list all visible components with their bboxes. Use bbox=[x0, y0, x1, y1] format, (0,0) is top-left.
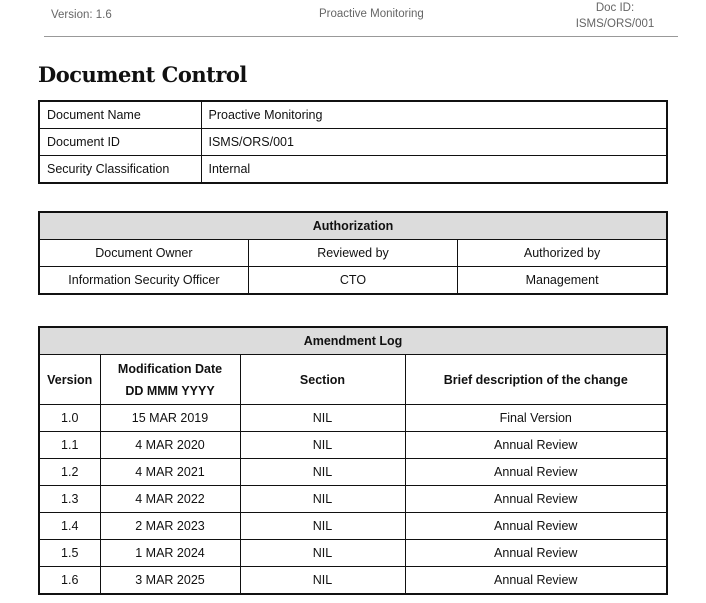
version-cell: 1.0 bbox=[38, 404, 101, 432]
col-section: Section bbox=[239, 354, 406, 405]
table-row: 1.2 4 MAR 2021 NIL Annual Review bbox=[38, 458, 668, 486]
document-info-table: Document Name Proactive Monitoring Documen… bbox=[38, 100, 668, 184]
info-value: Internal bbox=[200, 155, 668, 184]
col-description: Brief description of the change bbox=[404, 354, 668, 405]
amendment-log-table: Amendment Log Version Modification Date … bbox=[38, 326, 668, 595]
version-cell: 1.4 bbox=[38, 512, 101, 540]
section-cell: NIL bbox=[239, 566, 406, 595]
auth-header: Authorized by bbox=[457, 239, 668, 267]
description-cell: Annual Review bbox=[404, 431, 668, 459]
date-cell: 4 MAR 2022 bbox=[99, 485, 241, 513]
table-row: 1.3 4 MAR 2022 NIL Annual Review bbox=[38, 485, 668, 513]
section-cell: NIL bbox=[239, 485, 406, 513]
col-modification-date: Modification Date DD MMM YYYY bbox=[99, 354, 241, 405]
table-row: 1.1 4 MAR 2020 NIL Annual Review bbox=[38, 431, 668, 459]
table-row: 1.5 1 MAR 2024 NIL Annual Review bbox=[38, 539, 668, 567]
authorization-title: Authorization bbox=[38, 211, 668, 240]
description-cell: Annual Review bbox=[404, 539, 668, 567]
auth-header: Document Owner bbox=[38, 239, 249, 267]
description-cell: Annual Review bbox=[404, 566, 668, 595]
table-row: 1.0 15 MAR 2019 NIL Final Version bbox=[38, 404, 668, 432]
date-cell: 2 MAR 2023 bbox=[99, 512, 241, 540]
col-version: Version bbox=[38, 354, 101, 405]
version-cell: 1.2 bbox=[38, 458, 101, 486]
info-label: Document Name bbox=[38, 100, 202, 129]
description-cell: Annual Review bbox=[404, 458, 668, 486]
date-cell: 15 MAR 2019 bbox=[99, 404, 241, 432]
description-cell: Annual Review bbox=[404, 512, 668, 540]
date-cell: 3 MAR 2025 bbox=[99, 566, 241, 595]
info-row: Security Classification Internal bbox=[38, 155, 668, 184]
info-value: Proactive Monitoring bbox=[200, 100, 668, 129]
doc-id-value: ISMS/ORS/001 bbox=[575, 18, 655, 30]
date-cell: 1 MAR 2024 bbox=[99, 539, 241, 567]
header-version: Version: 1.6 bbox=[51, 9, 112, 21]
auth-value: Management bbox=[457, 266, 668, 295]
section-cell: NIL bbox=[239, 539, 406, 567]
info-value: ISMS/ORS/001 bbox=[200, 128, 668, 156]
section-cell: NIL bbox=[239, 458, 406, 486]
section-cell: NIL bbox=[239, 404, 406, 432]
info-label: Document ID bbox=[38, 128, 202, 156]
auth-value: CTO bbox=[247, 266, 459, 295]
auth-header: Reviewed by bbox=[247, 239, 459, 267]
col-date-line2: DD MMM YYYY bbox=[125, 383, 215, 398]
description-cell: Annual Review bbox=[404, 485, 668, 513]
section-cell: NIL bbox=[239, 431, 406, 459]
version-cell: 1.5 bbox=[38, 539, 101, 567]
amendment-title: Amendment Log bbox=[38, 326, 668, 355]
date-cell: 4 MAR 2020 bbox=[99, 431, 241, 459]
page-title: Document Control bbox=[38, 62, 247, 87]
version-cell: 1.1 bbox=[38, 431, 101, 459]
col-date-line1: Modification Date bbox=[117, 361, 223, 376]
authorization-table: Authorization Document Owner Reviewed by… bbox=[38, 211, 668, 295]
table-row: 1.4 2 MAR 2023 NIL Annual Review bbox=[38, 512, 668, 540]
description-cell: Final Version bbox=[404, 404, 668, 432]
doc-id-label: Doc ID: bbox=[595, 2, 635, 14]
info-label: Security Classification bbox=[38, 155, 202, 184]
version-cell: 1.6 bbox=[38, 566, 101, 595]
info-row: Document ID ISMS/ORS/001 bbox=[38, 128, 668, 156]
section-cell: NIL bbox=[239, 512, 406, 540]
date-cell: 4 MAR 2021 bbox=[99, 458, 241, 486]
header-divider bbox=[44, 36, 678, 37]
table-row: 1.6 3 MAR 2025 NIL Annual Review bbox=[38, 566, 668, 595]
version-cell: 1.3 bbox=[38, 485, 101, 513]
header-title: Proactive Monitoring bbox=[319, 8, 424, 20]
header-doc-id: Doc ID: ISMS/ORS/001 bbox=[560, 0, 670, 32]
auth-value: Information Security Officer bbox=[38, 266, 249, 295]
info-row: Document Name Proactive Monitoring bbox=[38, 100, 668, 129]
